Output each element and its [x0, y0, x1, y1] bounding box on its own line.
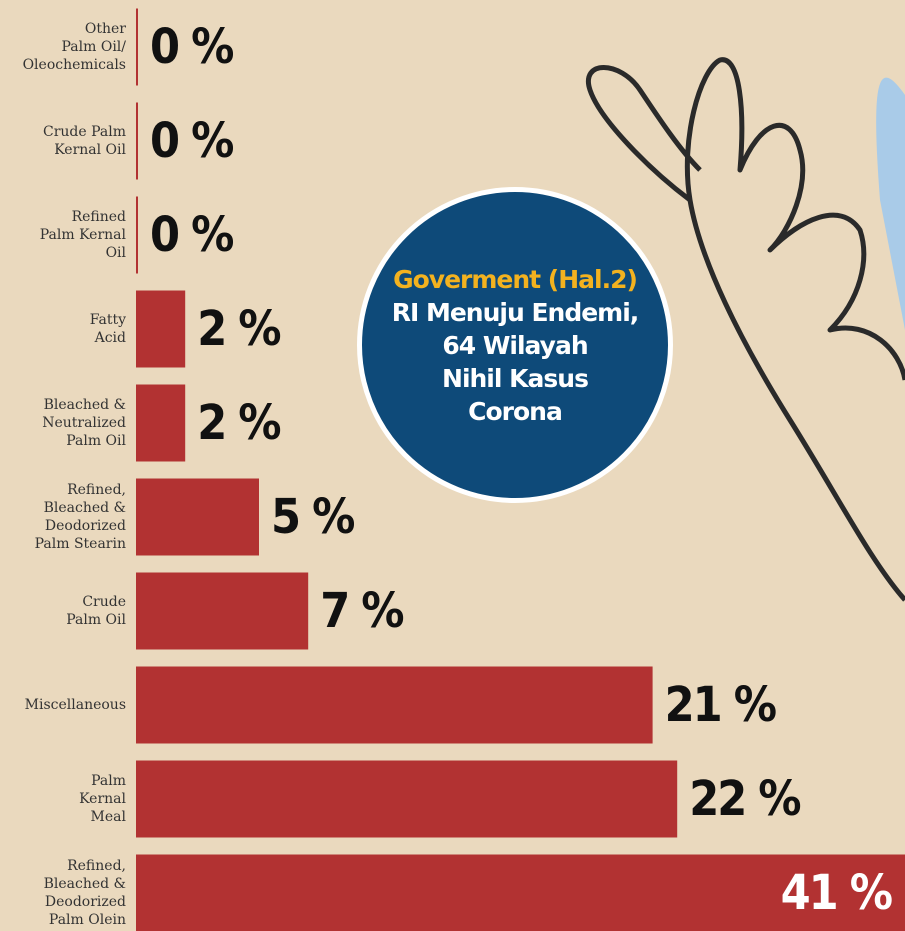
category-label: Miscellaneous	[0, 696, 126, 714]
value-label: 22 %	[689, 771, 800, 827]
category-label: Bleached & Neutralized Palm Oil	[0, 396, 126, 450]
value-label: 21 %	[665, 677, 776, 733]
bar	[136, 9, 138, 86]
bar	[136, 479, 259, 556]
page: 0 % 0 % 0 % 2 % 2 % 5 % 7 % 21 % 22 % 41 % Other …	[0, 0, 905, 931]
badge: Goverment (Hal.2) RI Menuju Endemi, 64 W…	[357, 187, 673, 503]
badge-headline: RI Menuju Endemi, 64 Wilayah Nihil Kasus…	[392, 296, 639, 428]
badge-kicker: Goverment (Hal.2)	[393, 263, 637, 296]
category-label: Refined, Bleached & Deodorized Palm Olei…	[0, 857, 126, 929]
value-label: 41 %	[781, 865, 892, 921]
category-label: Other Palm Oil/ Oleochemicals	[0, 20, 126, 74]
category-label: Refined, Bleached & Deodorized Palm Stea…	[0, 481, 126, 553]
category-label: Refined Palm Kernal Oil	[0, 208, 126, 262]
bar	[136, 573, 308, 650]
value-label: 7 %	[320, 583, 403, 639]
value-label: 0 %	[150, 113, 233, 169]
bar	[136, 385, 185, 462]
category-label: Crude Palm Kernal Oil	[0, 123, 126, 159]
value-label: 0 %	[150, 207, 233, 263]
value-label: 5 %	[271, 489, 354, 545]
bar	[136, 197, 138, 274]
value-label: 2 %	[197, 301, 280, 357]
category-label: Fatty Acid	[0, 311, 126, 347]
bar	[136, 761, 677, 838]
value-label: 0 %	[150, 19, 233, 75]
category-label: Crude Palm Oil	[0, 593, 126, 629]
bar	[136, 667, 653, 744]
category-label: Palm Kernal Meal	[0, 772, 126, 826]
value-label: 2 %	[197, 395, 280, 451]
bar	[136, 291, 185, 368]
bar	[136, 103, 138, 180]
